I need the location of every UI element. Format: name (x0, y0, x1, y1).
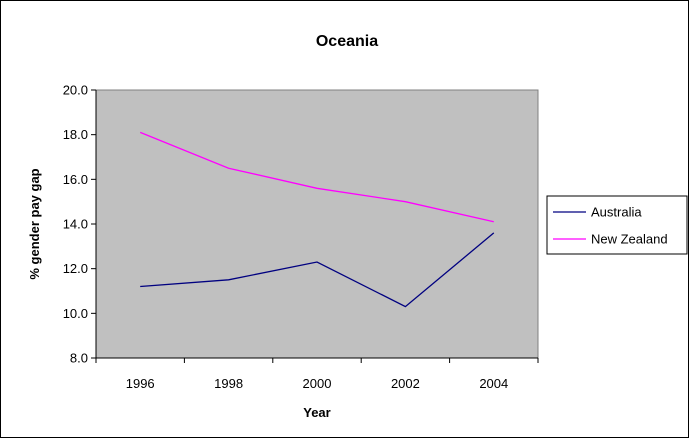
chart-title: Oceania (316, 33, 378, 50)
x-tick-label: 1996 (126, 376, 155, 391)
y-tick-label: 8.0 (70, 351, 88, 366)
y-tick-label: 18.0 (63, 127, 88, 142)
y-tick-label: 20.0 (63, 83, 88, 98)
x-tick-label: 2000 (303, 376, 332, 391)
x-axis: 1996 1998 2000 2002 2004 (95, 357, 539, 391)
y-tick-label: 14.0 (63, 217, 88, 232)
series-layer (139, 131, 495, 308)
x-tick-label: 1998 (214, 376, 243, 391)
x-tick-label: 2002 (391, 376, 420, 391)
plot-area (95, 89, 539, 359)
y-tick-label: 12.0 (63, 261, 88, 276)
legend-box (546, 195, 688, 255)
y-axis: 8.0 10.0 12.0 14.0 16.0 18.0 20.0 (63, 83, 97, 366)
y-axis-title: % gender pay gap (27, 168, 42, 279)
y-tick-label: 10.0 (63, 306, 88, 321)
y-tick-label: 16.0 (63, 172, 88, 187)
x-axis-title: Year (303, 405, 330, 420)
legend-label: Australia (591, 205, 642, 220)
series-line-australia (140, 232, 495, 308)
legend-label: New Zealand (591, 232, 668, 247)
legend: Australia New Zealand (546, 195, 688, 255)
x-tick-label: 2004 (479, 376, 508, 391)
series-line-new-zealand (139, 131, 494, 223)
